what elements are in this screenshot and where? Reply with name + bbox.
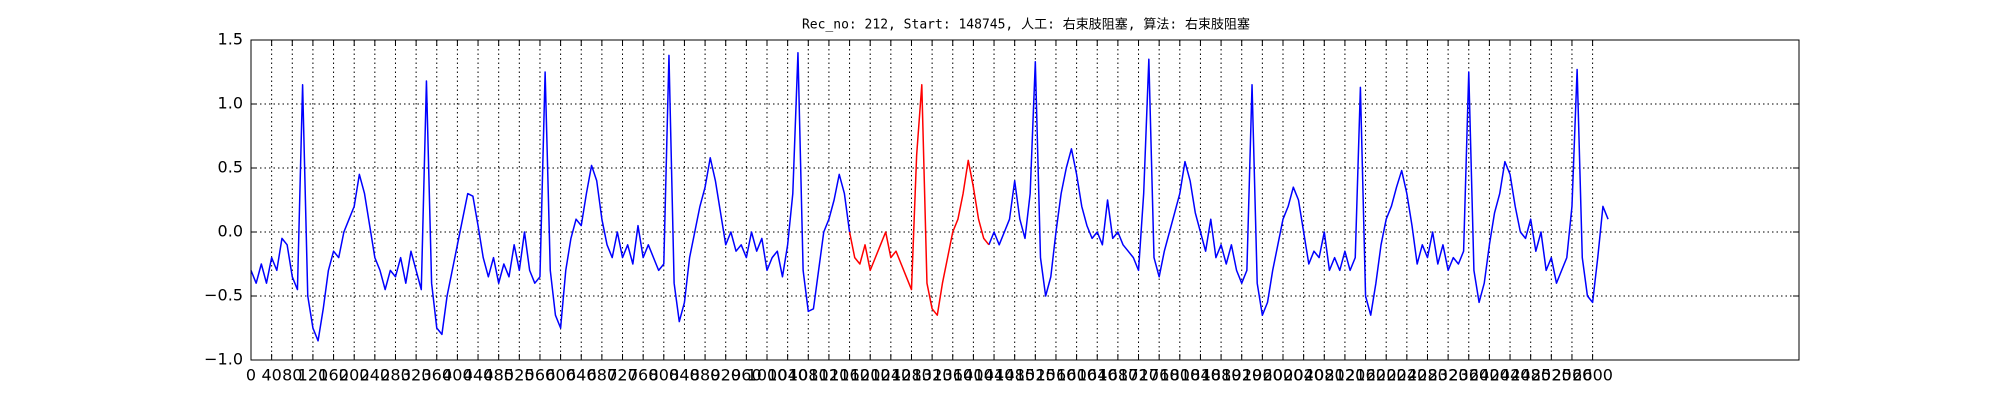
x-tick-label: 1720 [1118,366,1159,385]
x-tick-label: 2560 [1552,366,1593,385]
x-tick-label: 2480 [1510,366,1551,385]
x-tick-label: 0 [246,366,256,385]
x-tick-label: 1800 [1159,366,1200,385]
x-tick-label: 1160 [829,366,870,385]
x-tick-label: 2280 [1407,366,1448,385]
y-tick-label: −0.5 [204,286,243,305]
y-tick-label: −1.0 [204,350,243,369]
x-tick-label: 1320 [912,366,953,385]
x-tick-label: 1400 [953,366,994,385]
x-tick-label: 320 [401,366,432,385]
x-tick-label: 2600 [1572,366,1613,385]
x-tick-label: 240 [360,366,391,385]
x-tick-label: 560 [525,366,556,385]
x-tick-label: 40 [261,366,281,385]
plot-frame [250,39,1800,361]
x-tick-label: 1840 [1180,366,1221,385]
x-tick-label: 1000 [747,366,788,385]
y-tick-label: 1.5 [218,30,243,49]
x-tick-label: 2000 [1263,366,1304,385]
x-tick-label: 200 [339,366,370,385]
y-tick-label: 0.5 [218,158,243,177]
x-tick-label: 1040 [767,366,808,385]
x-tick-label: 1280 [891,366,932,385]
x-tick-label: 960 [731,366,762,385]
x-tick-label: 920 [710,366,741,385]
x-tick-label: 400 [442,366,473,385]
x-tick-label: 840 [669,366,700,385]
x-tick-label: 1680 [1098,366,1139,385]
x-tick-label: 2360 [1448,366,1489,385]
x-tick-label: 760 [628,366,659,385]
x-tick-label: 800 [649,366,680,385]
x-tick-label: 2240 [1386,366,1427,385]
ecg-line [848,84,990,316]
chart-title: Rec_no: 212, Start: 148745, 人工: 右束肢阻塞, 算… [802,17,1250,33]
x-tick-label: 2160 [1345,366,1386,385]
x-tick-label: 2520 [1531,366,1572,385]
x-tick-label: 2120 [1325,366,1366,385]
x-tick-label: 640 [566,366,597,385]
x-tick-label: 2080 [1304,366,1345,385]
x-tick-label: 1560 [1036,366,1077,385]
x-tick-label: 480 [483,366,514,385]
x-tick-label: 1440 [974,366,1015,385]
x-tick-label: 1240 [870,366,911,385]
x-tick-label: 680 [587,366,618,385]
ecg-line [250,52,1609,342]
x-tick-label: 2040 [1283,366,1324,385]
x-tick-label: 360 [421,366,452,385]
x-tick-label: 2400 [1469,366,1510,385]
x-tick-label: 80 [282,366,302,385]
x-tick-label: 1920 [1221,366,1262,385]
x-tick-label: 1200 [850,366,891,385]
x-tick-label: 1640 [1077,366,1118,385]
x-tick-label: 1880 [1201,366,1242,385]
x-tick-label: 600 [545,366,576,385]
x-tick-label: 280 [380,366,411,385]
x-tick-label: 120 [298,366,329,385]
x-tick-label: 1120 [809,366,850,385]
x-tick-label: 440 [463,366,494,385]
y-tick-label: 0.0 [218,222,243,241]
x-tick-label: 880 [690,366,721,385]
x-tick-label: 1360 [932,366,973,385]
x-tick-label: 1480 [994,366,1035,385]
x-tick-label: 2320 [1428,366,1469,385]
x-tick-label: 1080 [788,366,829,385]
x-tick-label: 1520 [1015,366,1056,385]
y-tick-label: 1.0 [218,94,243,113]
x-tick-label: 160 [318,366,349,385]
x-tick-label: 520 [504,366,535,385]
x-tick-label: 2200 [1366,366,1407,385]
x-tick-label: 1760 [1139,366,1180,385]
x-tick-label: 720 [607,366,638,385]
x-tick-label: 2440 [1490,366,1531,385]
x-tick-label: 1600 [1056,366,1097,385]
x-tick-label: 1960 [1242,366,1283,385]
